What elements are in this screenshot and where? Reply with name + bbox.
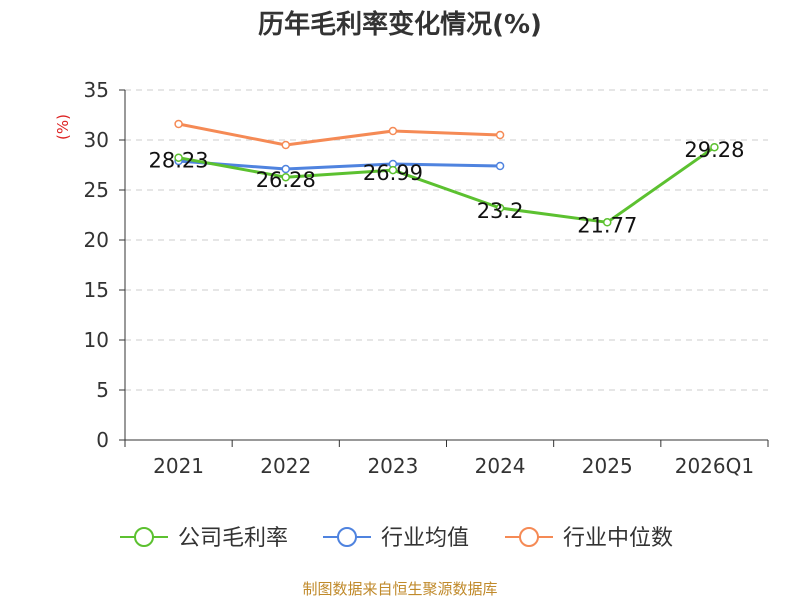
data-point [388, 126, 398, 136]
legend-label: 行业均值 [381, 526, 469, 551]
y-tick-label: 15 [84, 278, 109, 302]
x-tick-label: 2025 [582, 454, 633, 478]
legend-marker [337, 527, 357, 547]
y-tick-label: 25 [84, 178, 109, 202]
data-label: 21.77 [577, 213, 637, 237]
data-point [281, 140, 290, 150]
series-line [178, 159, 501, 171]
y-tick-label: 30 [84, 128, 109, 152]
data-label: 23.2 [477, 199, 524, 223]
data-point [495, 203, 505, 213]
y-tick-label: 35 [84, 78, 109, 102]
data-point [710, 142, 719, 152]
data-point [174, 153, 183, 162]
series-line [178, 122, 501, 147]
data-label: 29.28 [684, 138, 744, 162]
y-tick-label: 10 [84, 328, 109, 352]
data-point [174, 119, 183, 129]
series-2 [174, 119, 505, 150]
legend-marker [519, 527, 539, 547]
data-point [388, 165, 398, 175]
y-tick-label: 0 [96, 428, 109, 452]
y-axis-title: (%) [54, 114, 72, 140]
legend: 公司毛利率 行业均值 行业中位数 [120, 526, 673, 551]
legend-marker [134, 527, 154, 547]
data-label: 26.99 [363, 161, 423, 185]
x-tick-label: 2024 [475, 454, 526, 478]
x-tick-label: 2023 [367, 454, 418, 478]
y-tick-label: 20 [84, 228, 109, 252]
source-note: 制图数据来自恒生聚源数据库 [302, 580, 498, 598]
x-tick-label: 2022 [260, 454, 311, 478]
data-point [495, 161, 505, 171]
y-tick-label: 5 [96, 378, 109, 402]
legend-item-1: 行业均值 [323, 526, 469, 551]
data-point [603, 218, 612, 227]
data-labels-group: 28.23 26.28 26.99 23.2 21.77 29.28 [149, 138, 745, 237]
data-point [281, 164, 290, 174]
data-label: 28.23 [149, 149, 209, 173]
x-tick-label: 2026Q1 [675, 454, 754, 478]
x-tick-label: 2021 [153, 454, 204, 478]
series-0 [174, 142, 719, 227]
series-group [174, 119, 719, 227]
legend-label: 公司毛利率 [178, 526, 288, 551]
grid-lines [125, 89, 768, 391]
series-line [178, 145, 716, 224]
legend-label: 行业中位数 [563, 526, 673, 551]
data-point [281, 172, 290, 182]
data-point [495, 130, 505, 140]
y-axis-title-group: (%) [54, 114, 72, 140]
legend-item-0: 公司毛利率 [120, 526, 288, 551]
data-label: 26.28 [256, 168, 316, 192]
legend-item-2: 行业中位数 [505, 526, 673, 551]
chart-title: 历年毛利率变化情况(%) [258, 10, 542, 40]
